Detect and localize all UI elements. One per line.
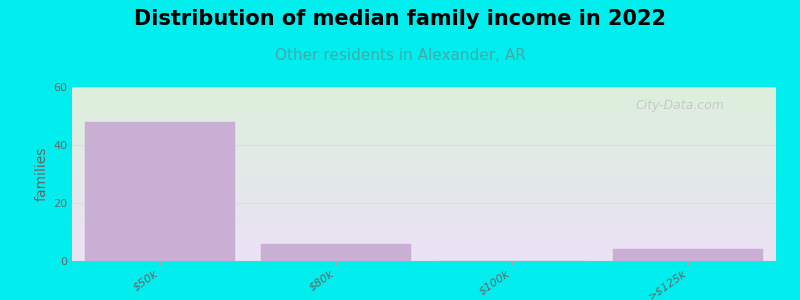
Bar — [614, 249, 763, 261]
Text: Other residents in Alexander, AR: Other residents in Alexander, AR — [274, 48, 526, 63]
Bar — [86, 122, 235, 261]
Text: Distribution of median family income in 2022: Distribution of median family income in … — [134, 9, 666, 29]
Y-axis label: families: families — [35, 147, 49, 201]
Bar — [261, 244, 411, 261]
Text: City-Data.com: City-Data.com — [635, 99, 724, 112]
